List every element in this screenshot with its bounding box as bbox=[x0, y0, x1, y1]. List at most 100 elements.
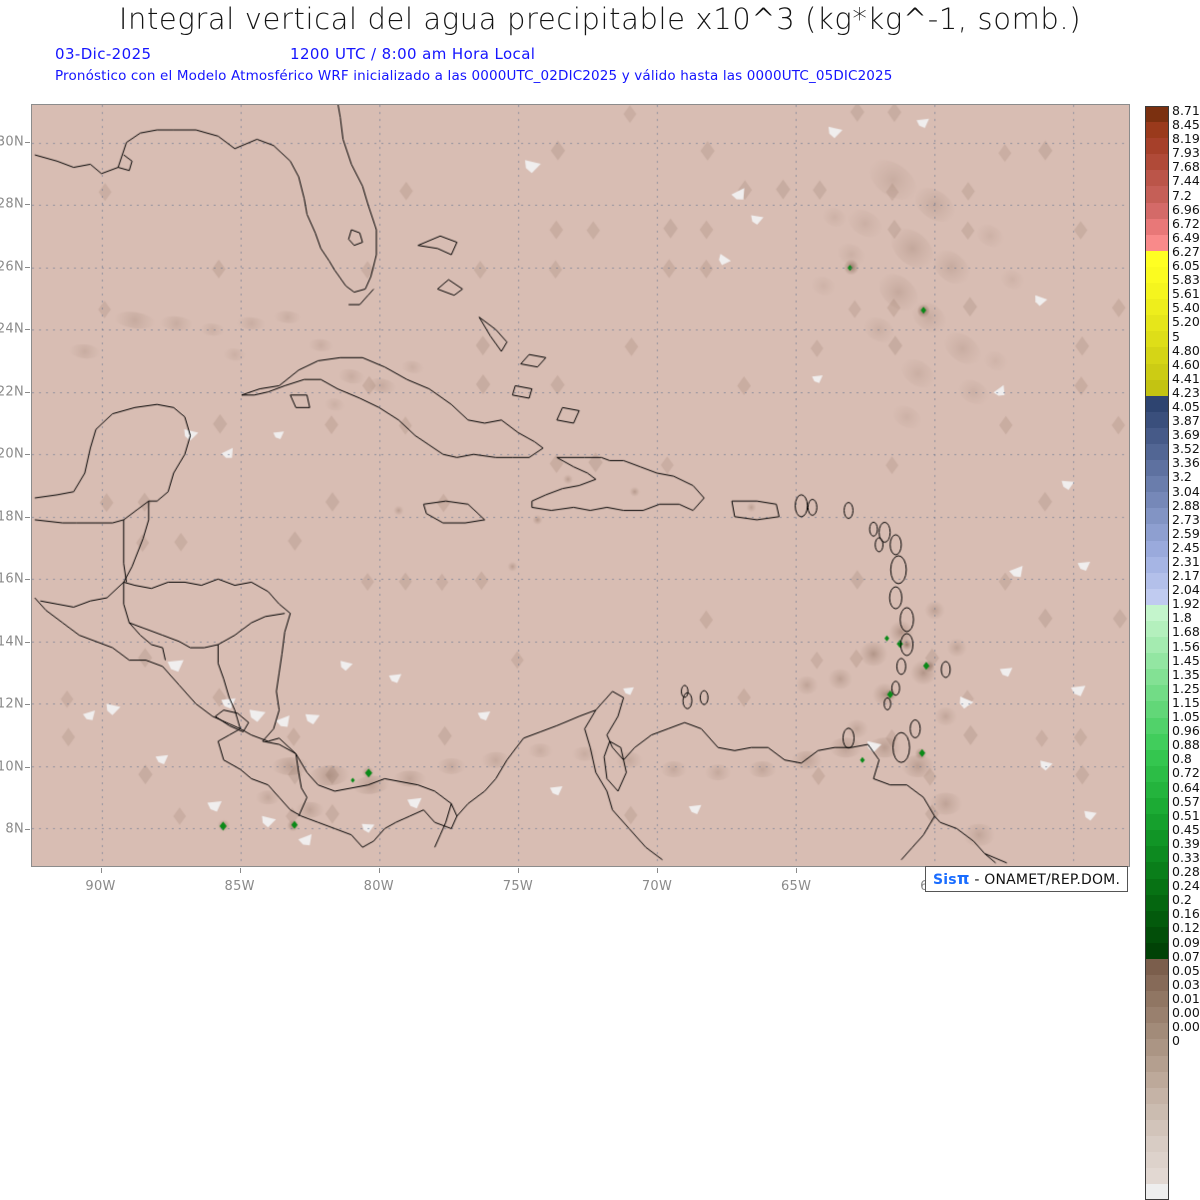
colorbar-cell bbox=[1145, 186, 1169, 203]
colorbar-cell bbox=[1145, 1071, 1169, 1088]
colorbar-tick-label: 3.362 bbox=[1172, 455, 1200, 471]
colorbar-tick-label: 0.8 bbox=[1172, 751, 1192, 767]
logo-sis-text: Sis bbox=[933, 872, 957, 888]
colorbar-tick-label: 1.568 bbox=[1172, 638, 1200, 654]
lat-tick-mark bbox=[25, 829, 30, 831]
lat-tick-mark bbox=[25, 454, 30, 456]
colorbar-cell bbox=[1145, 218, 1169, 235]
colorbar-cell bbox=[1145, 653, 1169, 670]
forecast-date: 03-Dic-2025 bbox=[55, 45, 152, 63]
colorbar-tick-label: 1.922 bbox=[1172, 596, 1200, 612]
lon-tick-mark bbox=[239, 868, 241, 873]
colorbar-tick-label: 0.648 bbox=[1172, 779, 1200, 795]
colorbar-cell bbox=[1145, 926, 1169, 943]
colorbar-tick-label: 7.938 bbox=[1172, 145, 1200, 161]
colorbar-cell bbox=[1145, 637, 1169, 654]
colorbar-cell bbox=[1145, 846, 1169, 863]
colorbar-tick-label: 7.2 bbox=[1172, 187, 1192, 203]
forecast-time: 1200 UTC / 8:00 am Hora Local bbox=[290, 45, 536, 63]
colorbar-tick-label: 0.882 bbox=[1172, 737, 1200, 753]
lon-tick-label: 70W bbox=[641, 879, 673, 894]
colorbar-tick-label: 6.498 bbox=[1172, 229, 1200, 245]
colorbar-cell bbox=[1145, 170, 1169, 187]
lon-tick-mark bbox=[657, 868, 658, 873]
colorbar-cell bbox=[1145, 749, 1169, 766]
colorbar-scale bbox=[1145, 106, 1169, 1200]
lon-tick-label: 80W bbox=[363, 879, 394, 894]
colorbar-tick-label: 6.728 bbox=[1172, 215, 1200, 231]
colorbar-tick-label: 0.242 bbox=[1172, 878, 1200, 894]
colorbar-tick-label: 4.608 bbox=[1172, 356, 1200, 372]
colorbar-cell bbox=[1145, 395, 1169, 412]
colorbar-cell bbox=[1145, 508, 1169, 525]
colorbar-tick-label: 0.578 bbox=[1172, 793, 1200, 809]
logo-org-text: - ONAMET/REP.DOM. bbox=[969, 872, 1121, 888]
lon-tick-mark bbox=[100, 868, 102, 873]
lon-tick-mark bbox=[378, 868, 380, 873]
colorbar-cell bbox=[1145, 492, 1169, 509]
colorbar-cell bbox=[1145, 910, 1169, 927]
colorbar-tick-label: 0 bbox=[1172, 1033, 1180, 1049]
lon-tick-label: 85W bbox=[224, 879, 255, 894]
lat-tick-label: 22N bbox=[0, 384, 24, 400]
lat-tick-mark bbox=[25, 704, 30, 706]
colorbar-tick-label: 8.712 bbox=[1172, 103, 1200, 118]
colorbar-tick-label: 6.962 bbox=[1172, 201, 1200, 217]
colorbar-cell bbox=[1145, 106, 1169, 123]
lat-tick-label: 12N bbox=[0, 696, 24, 712]
lon-tick-mark bbox=[517, 868, 519, 873]
colorbar-tick-label: 4.232 bbox=[1172, 384, 1200, 400]
colorbar-tick-label: 2.592 bbox=[1172, 525, 1200, 541]
colorbar-cell bbox=[1145, 411, 1169, 428]
colorbar-tick-label: 6.272 bbox=[1172, 243, 1200, 259]
page-title: Integral vertical del agua precipitable … bbox=[118, 2, 1082, 36]
lat-tick-mark bbox=[25, 516, 30, 518]
colorbar-cell bbox=[1145, 299, 1169, 316]
colorbar-cell bbox=[1145, 460, 1169, 477]
colorbar-tick-label: 5.408 bbox=[1172, 300, 1200, 316]
colorbar-cell bbox=[1145, 975, 1169, 992]
colorbar-tick-label: 1.25 bbox=[1172, 680, 1200, 696]
colorbar-cell bbox=[1145, 283, 1169, 300]
colorbar-cell bbox=[1145, 669, 1169, 686]
lat-tick-mark bbox=[25, 766, 30, 768]
colorbar-cell bbox=[1145, 138, 1169, 155]
colorbar-cell bbox=[1145, 814, 1169, 831]
colorbar-tick-label: 0.288 bbox=[1172, 864, 1200, 880]
logo-pi-icon: π bbox=[956, 869, 970, 888]
lat-tick-label: 10N bbox=[0, 759, 24, 775]
lon-tick-label: 65W bbox=[780, 879, 812, 894]
colorbar-tick-label: 4.802 bbox=[1172, 342, 1200, 358]
colorbar-cell bbox=[1145, 991, 1169, 1008]
colorbar-tick-label: 2.888 bbox=[1172, 497, 1200, 513]
colorbar-tick-label: 5 bbox=[1172, 328, 1180, 344]
colorbar-tick-label: 8.192 bbox=[1172, 131, 1200, 147]
colorbar-cell bbox=[1145, 621, 1169, 638]
colorbar-cell bbox=[1145, 1055, 1169, 1072]
colorbar-tick-label: 3.2 bbox=[1172, 469, 1192, 485]
colorbar-tick-label: 2.45 bbox=[1172, 539, 1200, 555]
colorbar-cell bbox=[1145, 862, 1169, 879]
lat-tick-mark bbox=[25, 204, 30, 206]
colorbar-cell bbox=[1145, 588, 1169, 605]
colorbar-cell bbox=[1145, 604, 1169, 621]
colorbar-tick-label: 1.058 bbox=[1172, 709, 1200, 725]
colorbar-tick-label: 6.05 bbox=[1172, 258, 1200, 274]
colorbar-tick-label: 0.162 bbox=[1172, 906, 1200, 922]
colorbar-cell bbox=[1145, 122, 1169, 139]
colorbar-cell bbox=[1145, 347, 1169, 364]
colorbar-cell bbox=[1145, 717, 1169, 734]
colorbar-tick-label: 2.312 bbox=[1172, 554, 1200, 569]
lat-tick-label: 28N bbox=[0, 196, 24, 212]
lat-tick-label: 30N bbox=[0, 134, 24, 150]
colorbar-cell bbox=[1145, 476, 1169, 493]
lon-tick-label: 75W bbox=[502, 879, 534, 894]
colorbar-labels: 8.7128.458.1927.9387.6887.4427.26.9626.7… bbox=[1172, 103, 1200, 1050]
colorbar-tick-label: 3.042 bbox=[1172, 483, 1200, 499]
colorbar-tick-label: 0.392 bbox=[1172, 835, 1200, 851]
lat-tick-mark bbox=[25, 329, 30, 331]
colorbar-cell bbox=[1145, 556, 1169, 573]
colorbar-cell bbox=[1145, 830, 1169, 847]
colorbar-cell bbox=[1145, 379, 1169, 396]
colorbar-cell bbox=[1145, 1168, 1169, 1185]
